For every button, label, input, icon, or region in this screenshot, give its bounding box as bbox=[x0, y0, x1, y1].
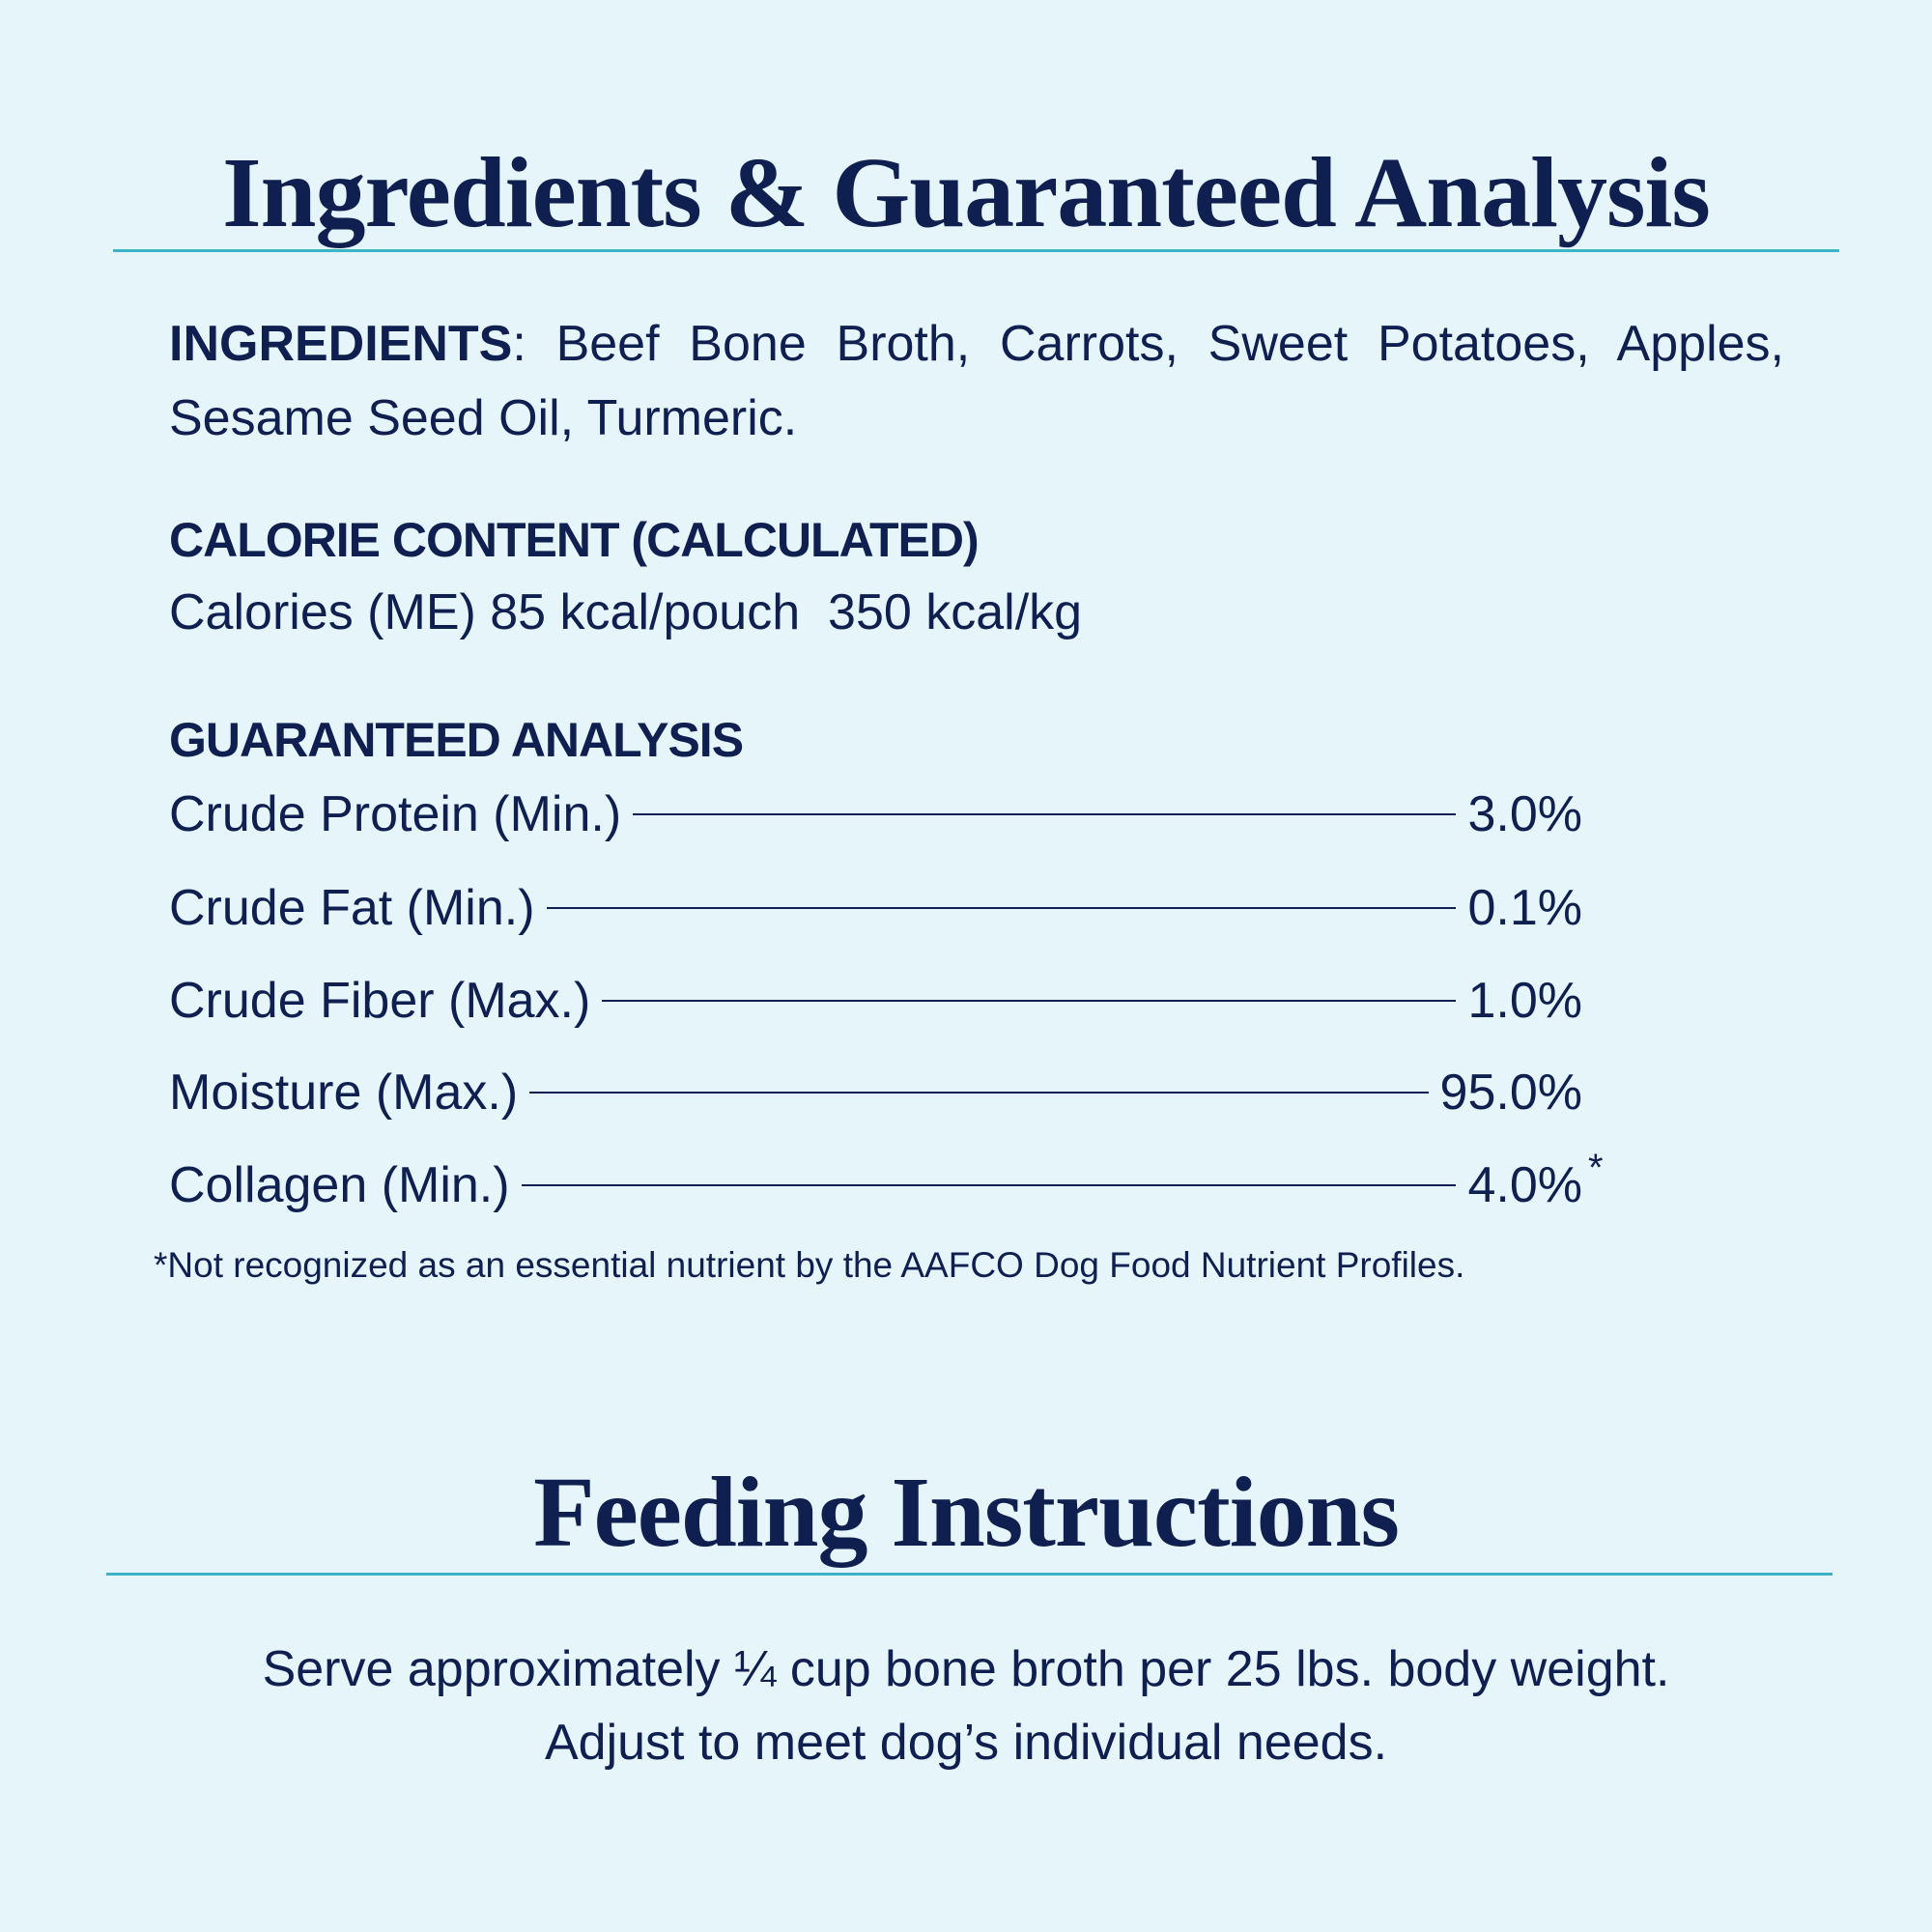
value-text: 0.1% bbox=[1467, 880, 1582, 936]
row-label: Crude Fiber (Max.) bbox=[169, 973, 591, 1029]
row-label: Crude Protein (Min.) bbox=[169, 786, 622, 842]
analysis-row: Crude Fat (Min.) 0.1% bbox=[169, 874, 1582, 942]
ingredients: INGREDIENTS: Beef Bone Broth, Carrots, S… bbox=[169, 307, 1784, 456]
ingredients-label: INGREDIENTS bbox=[169, 316, 513, 372]
analysis-row: Crude Fiber (Max.) 1.0% bbox=[169, 967, 1582, 1035]
leader-line bbox=[633, 813, 1457, 815]
value-text: 1.0% bbox=[1467, 973, 1582, 1029]
row-value: 1.0% bbox=[1467, 972, 1582, 1030]
analysis-row: Collagen (Min.) 4.0% * bbox=[169, 1147, 1604, 1219]
row-value: 0.1% bbox=[1467, 879, 1582, 937]
value-marker: * bbox=[1588, 1147, 1604, 1189]
analysis-row: Moisture (Max.) 95.0% bbox=[169, 1059, 1582, 1126]
calorie-heading: CALORIE CONTENT (CALCULATED) bbox=[169, 513, 980, 567]
value-text: 3.0% bbox=[1467, 786, 1582, 842]
ingredients-text: : Beef Bone Broth, Carrots, Sweet Potato… bbox=[169, 316, 1784, 446]
feeding-line: Serve approximately ¼ cup bone broth per… bbox=[262, 1641, 1670, 1697]
value-text: 4.0% bbox=[1467, 1157, 1582, 1213]
calorie-text: Calories (ME) 85 kcal/pouch 350 kcal/kg bbox=[169, 584, 1083, 640]
footnote: *Not recognized as an essential nutrient… bbox=[154, 1245, 1465, 1285]
row-value: 3.0% bbox=[1467, 785, 1582, 843]
leader-line bbox=[521, 1184, 1457, 1186]
row-label: Collagen (Min.) bbox=[169, 1157, 510, 1213]
row-value: 95.0% bbox=[1440, 1064, 1582, 1122]
analysis-row: Crude Protein (Min.) 3.0% bbox=[169, 781, 1582, 848]
divider bbox=[106, 1573, 1833, 1576]
row-label: Crude Fat (Min.) bbox=[169, 880, 535, 936]
leader-line bbox=[529, 1092, 1429, 1094]
row-label: Moisture (Max.) bbox=[169, 1065, 519, 1121]
divider bbox=[113, 249, 1839, 252]
section-title: Feeding Instructions bbox=[533, 1457, 1400, 1568]
row-value: 4.0% * bbox=[1467, 1147, 1603, 1214]
section-title: Ingredients & Guaranteed Analysis bbox=[222, 137, 1711, 248]
feeding-text: Serve approximately ¼ cup bone broth per… bbox=[0, 1633, 1932, 1779]
leader-line bbox=[546, 907, 1457, 909]
feeding-line: Adjust to meet dog’s individual needs. bbox=[544, 1715, 1388, 1771]
analysis-heading: GUARANTEED ANALYSIS bbox=[169, 713, 744, 767]
value-text: 95.0% bbox=[1439, 1065, 1582, 1121]
leader-line bbox=[602, 1000, 1457, 1002]
